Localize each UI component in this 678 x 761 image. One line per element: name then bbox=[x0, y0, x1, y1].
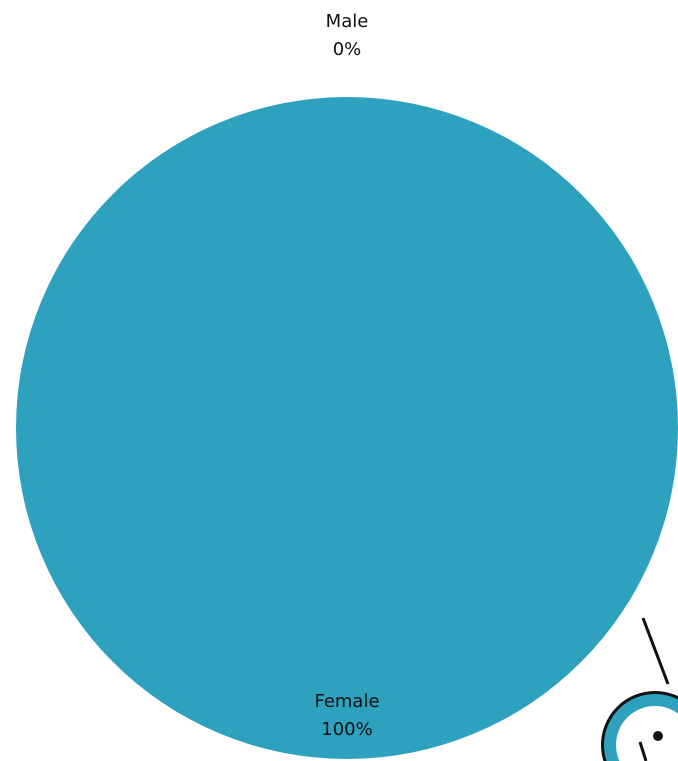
pie bbox=[16, 97, 678, 759]
slice-labels: Male 0% Female 100% bbox=[314, 11, 379, 740]
icon-antenna bbox=[641, 617, 670, 685]
slice-value-label: 100% bbox=[321, 719, 372, 740]
icon-mouth bbox=[638, 741, 648, 761]
pie-slice bbox=[16, 97, 678, 759]
slice-name: Female bbox=[314, 691, 379, 712]
slice-value-label: 0% bbox=[333, 39, 362, 60]
icon-outline bbox=[601, 691, 678, 761]
icon-ring bbox=[604, 694, 678, 761]
icon-eye bbox=[653, 731, 663, 741]
slice-name: Male bbox=[326, 11, 369, 32]
mascot-icon bbox=[601, 617, 678, 761]
